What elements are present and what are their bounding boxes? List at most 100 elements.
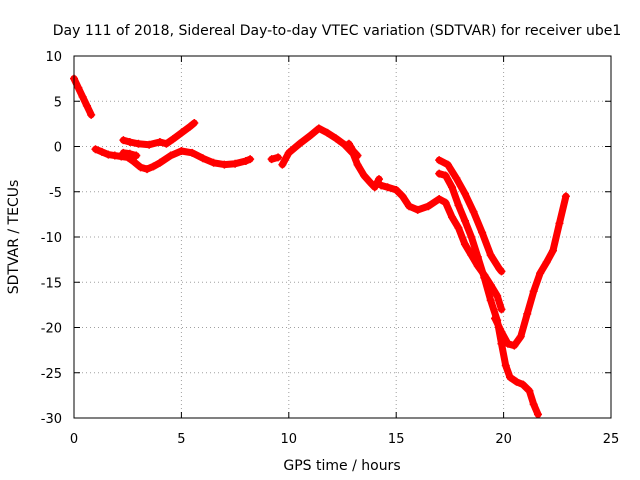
data-point [278,160,287,169]
data-point [284,148,293,157]
data-point [82,101,91,110]
data-point [375,175,384,184]
y-tick-label: -10 [41,231,62,246]
data-point [166,151,175,160]
data-point [78,92,87,101]
series-2-trace [92,145,254,173]
y-tick-label: 0 [54,141,62,156]
data-point [467,233,476,241]
data-point [460,240,469,249]
series-8-trace [377,181,505,313]
x-axis-label: GPS time / hours [283,458,400,474]
data-point [246,155,255,164]
data-point [125,149,134,158]
data-point [398,192,407,201]
y-tick-label: -20 [41,322,62,337]
data-point [512,377,521,386]
data-point [480,273,489,282]
data-point [149,162,158,171]
data-point [516,332,525,341]
data-point [267,155,276,164]
data-point [478,228,487,237]
y-tick-label: -30 [41,412,62,427]
data-point [377,181,386,190]
data-point [110,151,119,160]
data-point [460,189,469,198]
data-point [392,185,401,194]
data-point [443,160,452,169]
data-point [503,339,512,348]
data-point [104,150,113,159]
data-point [155,137,164,146]
y-tick-label: 5 [54,95,62,110]
data-point [497,328,506,337]
series-layer [70,74,570,419]
data-point [125,137,134,146]
data-point [497,305,506,314]
data-point [366,178,375,187]
data-point [162,139,171,148]
data-point [190,118,199,127]
data-point [452,174,461,183]
data-point [533,410,542,419]
data-point [119,148,128,157]
y-tick-label: -15 [41,276,62,291]
data-point [413,205,422,214]
data-point [134,139,143,148]
data-point [383,183,392,192]
data-point [143,165,152,174]
data-point [536,269,545,278]
data-point [435,156,444,165]
data-point [344,139,353,148]
data-point [486,251,495,260]
data-point [274,153,283,162]
data-point [295,139,304,148]
x-tick-label: 10 [281,432,298,447]
data-point [405,202,414,211]
y-tick-label: 10 [45,50,62,65]
data-point [306,131,315,140]
data-point [188,148,197,157]
tick-layer: 0 5 10 15 20 25 10 5 0 -5 -10 -15 -20 -25 -30 [41,50,620,447]
x-tick-label: 15 [388,432,405,447]
data-point [448,183,457,192]
y-axis-label: SDTVAR / TECUs [6,180,22,295]
data-point [549,246,558,255]
x-tick-label: 5 [177,432,185,447]
data-point [441,171,450,180]
y-tick-label: -25 [41,367,62,382]
data-point [97,147,106,156]
data-point [525,386,534,395]
data-point [209,158,218,167]
data-point [349,147,358,156]
data-point [529,287,538,296]
data-point [542,258,551,267]
data-point [132,151,141,160]
data-point [332,134,341,143]
chart-title: Day 111 of 2018, Sidereal Day-to-day VTE… [53,23,622,39]
series-3-trace [119,119,198,149]
data-point [359,171,368,180]
data-point [529,400,538,409]
data-point [441,198,450,207]
data-point [435,194,444,203]
series-11-trace [491,192,570,350]
x-tick-label: 0 [70,432,78,447]
data-point [454,223,463,232]
x-tick-label: 20 [495,432,512,447]
data-point [353,160,362,169]
data-point [493,291,502,300]
data-point [74,83,83,92]
series-9-trace [435,170,542,418]
data-point [185,122,194,131]
data-point [469,207,478,216]
data-point [523,309,532,318]
data-point [518,380,527,389]
data-point [145,140,154,149]
data-point [497,267,506,276]
series-6-trace [278,124,383,191]
data-point [454,201,463,210]
data-point [424,202,433,211]
data-point [510,341,519,350]
